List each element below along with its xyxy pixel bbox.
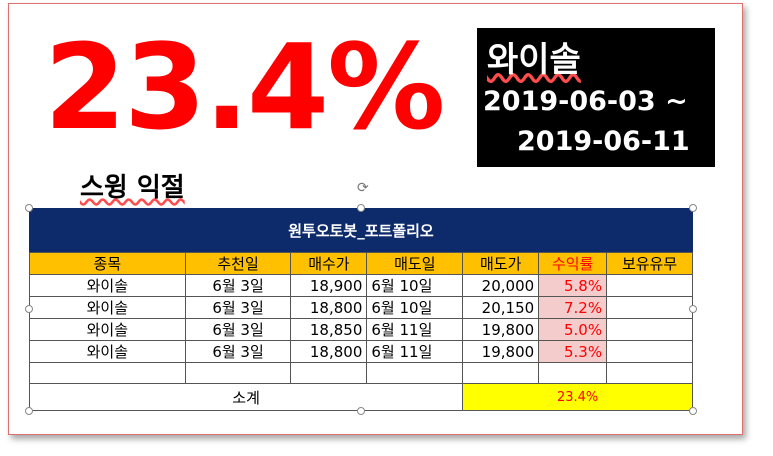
resize-handle[interactable] — [25, 204, 33, 212]
empty-cell — [538, 362, 608, 384]
col-header-yield: 수익률 — [538, 252, 608, 275]
table-row: 와이솔 6월 3일 18,900 6월 10일 20,000 5.8% — [29, 274, 693, 297]
empty-cell — [29, 362, 186, 384]
empty-cell — [606, 362, 693, 384]
cell-buy-price: 18,800 — [290, 296, 368, 319]
resize-handle[interactable] — [689, 204, 697, 212]
empty-row — [29, 362, 693, 384]
resize-handle[interactable] — [689, 305, 697, 313]
rotate-handle-icon[interactable]: ⟳ — [357, 180, 369, 196]
col-header-holding: 보유유무 — [606, 252, 693, 275]
col-header-sell-date: 매도일 — [366, 252, 464, 275]
cell-yield: 5.3% — [538, 340, 608, 363]
empty-cell — [184, 362, 292, 384]
empty-cell — [290, 362, 368, 384]
cell-holding — [606, 318, 693, 341]
cell-rec-date: 6월 3일 — [184, 296, 292, 319]
resize-handle[interactable] — [357, 204, 365, 212]
cell-sell-price: 19,800 — [462, 318, 540, 341]
cell-yield: 7.2% — [538, 296, 608, 319]
cell-stock: 와이솔 — [29, 296, 186, 319]
empty-cell — [462, 362, 540, 384]
cell-buy-price: 18,800 — [290, 340, 368, 363]
cell-stock: 와이솔 — [29, 274, 186, 297]
date-to: 2019-06-11 — [517, 126, 690, 157]
cell-sell-date: 6월 11일 — [366, 340, 464, 363]
stock-info-box: 와이솔 2019-06-03 ~ 2019-06-11 — [477, 28, 715, 167]
subtitle-text: 스윙 익절 — [80, 173, 185, 203]
cell-yield: 5.8% — [538, 274, 608, 297]
cell-yield: 5.0% — [538, 318, 608, 341]
resize-handle[interactable] — [689, 407, 697, 415]
empty-cell — [366, 362, 464, 384]
date-from: 2019-06-03 ~ — [483, 86, 688, 117]
table-title: 원투오토봇_포트폴리오 — [29, 208, 693, 252]
cell-stock: 와이솔 — [29, 318, 186, 341]
cell-buy-price: 18,900 — [290, 274, 368, 297]
resize-handle[interactable] — [25, 305, 33, 313]
col-header-stock: 종목 — [29, 252, 186, 275]
cell-rec-date: 6월 3일 — [184, 274, 292, 297]
portfolio-table-object[interactable]: 원투오토봇_포트폴리오 종목 추천일 매수가 매도일 매도가 수익률 보유유무 … — [25, 204, 697, 415]
total-row: 소계 23.4% — [28, 383, 693, 411]
resize-handle[interactable] — [357, 407, 365, 415]
cell-sell-date: 6월 10일 — [366, 274, 464, 297]
col-header-sell-price: 매도가 — [462, 252, 540, 275]
total-value: 23.4% — [462, 383, 693, 411]
headline-percentage: 23.4% — [44, 18, 445, 156]
col-header-rec-date: 추천일 — [184, 252, 292, 275]
table-row: 와이솔 6월 3일 18,800 6월 10일 20,150 7.2% — [29, 296, 693, 319]
cell-sell-price: 20,150 — [462, 296, 540, 319]
stock-name: 와이솔 — [487, 40, 581, 80]
cell-rec-date: 6월 3일 — [184, 318, 292, 341]
subtitle: 스윙 익절 — [80, 167, 185, 204]
header-row: 종목 추천일 매수가 매도일 매도가 수익률 보유유무 — [29, 252, 693, 275]
table-row: 와이솔 6월 3일 18,800 6월 11일 19,800 5.3% — [29, 340, 693, 363]
cell-rec-date: 6월 3일 — [184, 340, 292, 363]
cell-holding — [606, 340, 693, 363]
portfolio-table: 종목 추천일 매수가 매도일 매도가 수익률 보유유무 와이솔 6월 3일 18… — [28, 252, 693, 411]
cell-holding — [606, 274, 693, 297]
table-row: 와이솔 6월 3일 18,850 6월 11일 19,800 5.0% — [29, 318, 693, 341]
cell-holding — [606, 296, 693, 319]
cell-buy-price: 18,850 — [290, 318, 368, 341]
col-header-buy-price: 매수가 — [290, 252, 368, 275]
cell-sell-price: 19,800 — [462, 340, 540, 363]
cell-sell-date: 6월 11일 — [366, 318, 464, 341]
cell-sell-price: 20,000 — [462, 274, 540, 297]
cell-stock: 와이솔 — [29, 340, 186, 363]
total-label: 소계 — [28, 383, 464, 411]
cell-sell-date: 6월 10일 — [366, 296, 464, 319]
resize-handle[interactable] — [25, 407, 33, 415]
